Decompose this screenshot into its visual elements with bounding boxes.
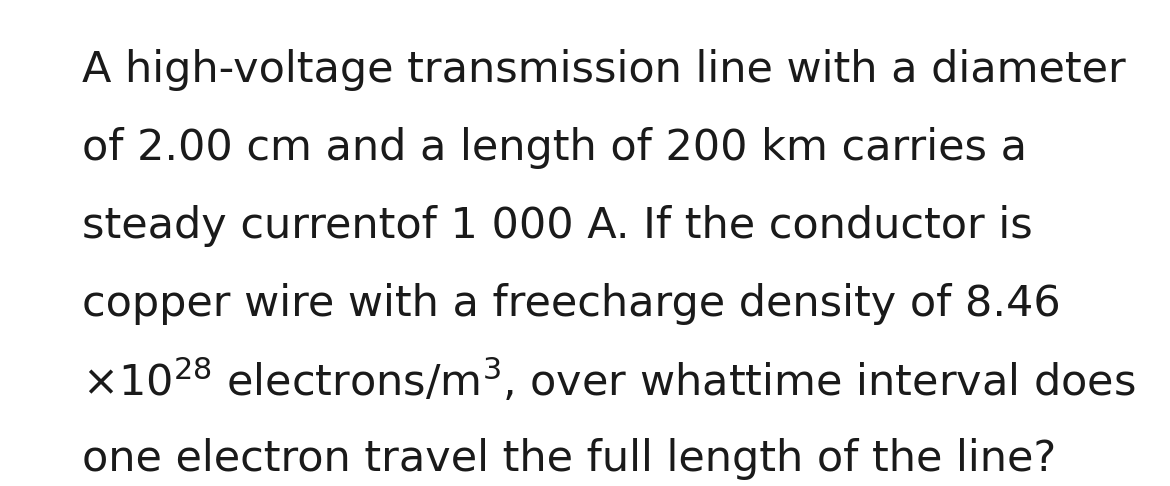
Text: copper wire with a freecharge density of 8.46: copper wire with a freecharge density of… [82,283,1061,325]
Text: one electron travel the full length of the line?: one electron travel the full length of t… [82,438,1057,480]
Text: steady currentof 1 000 A. If the conductor is: steady currentof 1 000 A. If the conduct… [82,205,1033,247]
Text: of 2.00 cm and a length of 200 km carries a: of 2.00 cm and a length of 200 km carrie… [82,127,1027,169]
Text: A high-voltage transmission line with a diameter: A high-voltage transmission line with a … [82,50,1126,91]
Text: $\times10^{28}$ electrons/m$^{3}$, over whattime interval does: $\times10^{28}$ electrons/m$^{3}$, over … [82,358,1136,405]
